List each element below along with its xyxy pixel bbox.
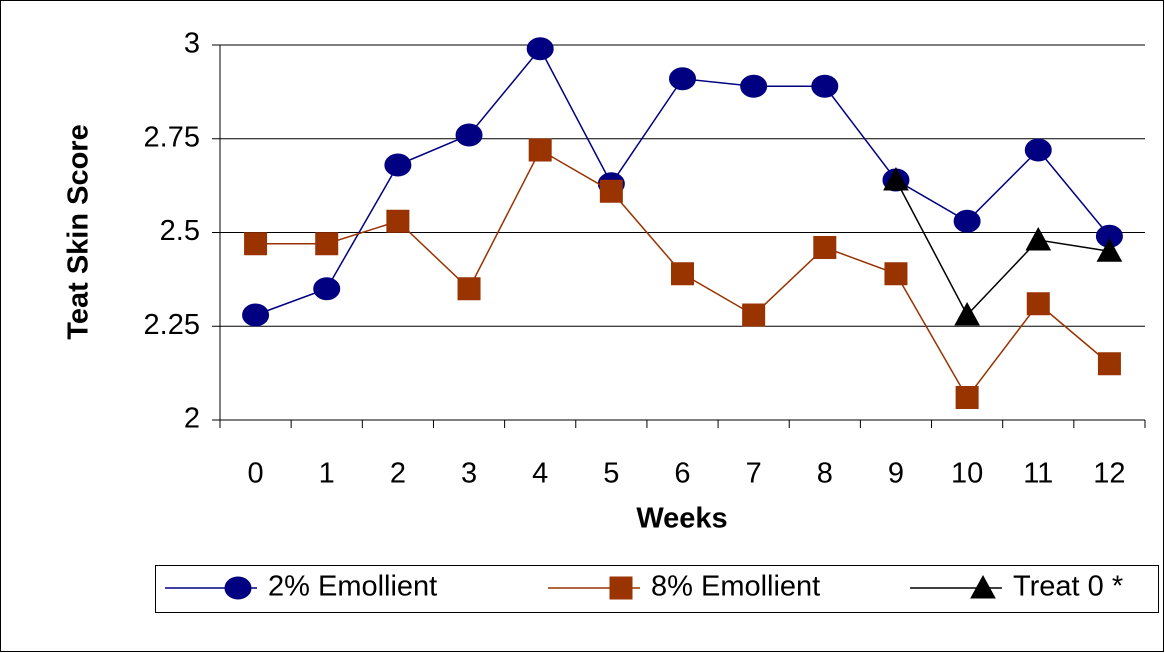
x-tick-label: 10 [951,458,983,490]
x-tick-label: 1 [319,458,335,490]
x-tick-label: 4 [532,458,548,490]
legend-label: Treat 0 * [1013,571,1123,603]
x-tick-label: 5 [603,458,619,490]
legend-marker [609,576,633,600]
x-tick-label: 9 [888,458,904,490]
marker [457,277,481,301]
legend-label: 8% Emollient [651,571,820,603]
legend-marker [224,576,252,600]
marker [669,67,696,91]
marker [384,153,412,177]
legend-label: 2% Emollient [268,571,437,603]
marker [1026,292,1050,316]
x-tick-label: 0 [248,458,264,490]
y-tick-label: 3 [184,28,200,60]
x-tick-label: 2 [390,458,406,490]
x-tick-label: 12 [1093,458,1125,490]
marker [242,303,270,327]
marker [671,262,694,286]
marker [955,386,979,409]
y-tick-label: 2.25 [144,309,200,341]
marker [742,303,766,327]
marker [884,262,908,286]
marker [813,236,837,259]
marker [526,37,554,61]
y-tick-label: 2.75 [144,121,200,153]
marker [883,166,909,191]
x-tick-label: 3 [461,458,477,490]
marker [1025,226,1052,251]
marker [1096,238,1123,262]
y-tick-label: 2 [184,403,200,435]
x-axis-label: Weeks [636,503,727,535]
legend-box [155,565,1159,613]
marker [599,179,623,203]
marker [313,277,341,301]
marker [1024,138,1052,162]
x-tick-label: 8 [817,458,833,490]
y-axis-label: Teat Skin Score [63,124,95,339]
marker [244,232,268,256]
marker [1097,352,1121,376]
marker [386,209,410,233]
marker [811,74,839,98]
marker [740,74,768,98]
marker [953,209,981,233]
legend-marker [970,574,996,599]
x-tick-label: 11 [1023,458,1053,490]
marker [315,232,339,256]
y-tick-label: 2.5 [160,215,200,247]
series-line [895,179,1110,317]
marker [954,301,980,326]
x-tick-label: 6 [674,458,690,490]
x-tick-label: 7 [746,458,762,490]
marker [455,123,483,147]
marker [528,138,552,162]
